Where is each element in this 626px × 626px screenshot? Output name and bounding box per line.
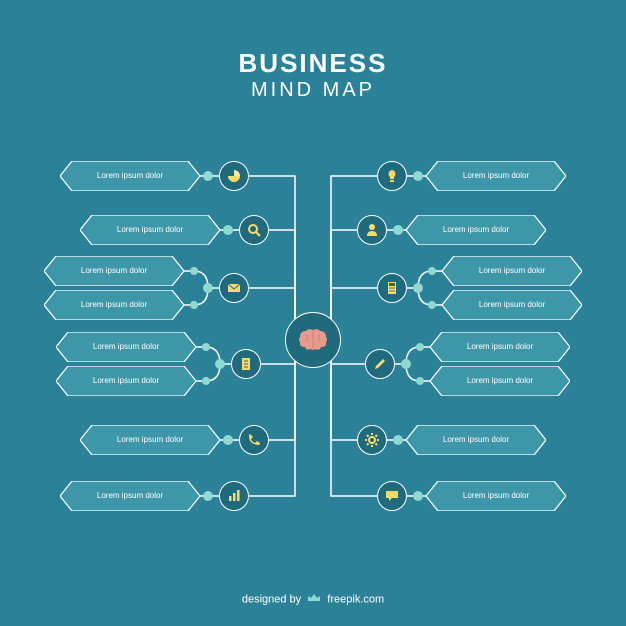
branch-label: Lorem ipsum dolor [442,256,582,286]
bar-chart-icon [219,481,249,511]
brain-icon [285,312,341,368]
connector-dot [223,435,233,445]
branch-label-text: Lorem ipsum dolor [103,435,197,445]
branch-label: Lorem ipsum dolor [430,332,570,362]
person-icon [357,215,387,245]
branch-label-text: Lorem ipsum dolor [449,491,543,501]
branch-label: Lorem ipsum dolor [56,332,196,362]
connector-dot [190,267,198,275]
gear-icon [357,425,387,455]
branch-label: Lorem ipsum dolor [80,215,220,245]
branch-label-text: Lorem ipsum dolor [453,376,547,386]
branch-label: Lorem ipsum dolor [406,425,546,455]
connector-dot [428,267,436,275]
branch-label-text: Lorem ipsum dolor [465,266,559,276]
branch-label-text: Lorem ipsum dolor [79,342,173,352]
branch-label-text: Lorem ipsum dolor [103,225,197,235]
connector-dot [393,225,403,235]
title-line2: MIND MAP [0,79,626,102]
connector-dot [393,435,403,445]
branch-label: Lorem ipsum dolor [426,161,566,191]
connector-dot [202,377,210,385]
connector-dot [203,171,213,181]
branch-label: Lorem ipsum dolor [430,366,570,396]
phone-icon [239,425,269,455]
connector-dot [416,343,424,351]
lightbulb-icon [377,161,407,191]
branch-label-text: Lorem ipsum dolor [449,171,543,181]
branch-label-text: Lorem ipsum dolor [429,225,523,235]
branch-label-text: Lorem ipsum dolor [67,266,161,276]
connector-dot [428,301,436,309]
branch-label-text: Lorem ipsum dolor [453,342,547,352]
footer: designed by freepik.com [0,593,626,606]
branch-label: Lorem ipsum dolor [44,256,184,286]
title-line1: BUSINESS [0,48,626,79]
branch-label: Lorem ipsum dolor [60,161,200,191]
connector-dot [203,283,213,293]
document-icon [231,349,261,379]
branch-label-text: Lorem ipsum dolor [465,300,559,310]
pie-chart-icon [219,161,249,191]
connector-dot [223,225,233,235]
branch-label: Lorem ipsum dolor [80,425,220,455]
crown-icon [307,593,321,606]
connector-dot [413,283,423,293]
branch-label: Lorem ipsum dolor [406,215,546,245]
connector-dot [413,171,423,181]
branch-label-text: Lorem ipsum dolor [67,300,161,310]
mind-map-stage: BUSINESS MIND MAP Lorem ipsum dolor Lorem… [0,0,626,626]
calculator-icon [377,273,407,303]
envelope-icon [219,273,249,303]
connector-dot [190,301,198,309]
branch-label-text: Lorem ipsum dolor [83,491,177,501]
branch-label-text: Lorem ipsum dolor [83,171,177,181]
pencil-icon [365,349,395,379]
branch-label-text: Lorem ipsum dolor [79,376,173,386]
branch-label: Lorem ipsum dolor [56,366,196,396]
branch-label: Lorem ipsum dolor [44,290,184,320]
branch-label: Lorem ipsum dolor [60,481,200,511]
connector-dot [413,491,423,501]
connector-dot [215,359,225,369]
title-block: BUSINESS MIND MAP [0,48,626,102]
magnifier-icon [239,215,269,245]
branch-label-text: Lorem ipsum dolor [429,435,523,445]
connector-dot [401,359,411,369]
speech-icon [377,481,407,511]
connector-dot [202,343,210,351]
footer-brand: freepik.com [327,593,384,605]
branch-label: Lorem ipsum dolor [426,481,566,511]
connector-dot [416,377,424,385]
footer-text-before: designed by [242,593,301,605]
connector-dot [203,491,213,501]
branch-label: Lorem ipsum dolor [442,290,582,320]
